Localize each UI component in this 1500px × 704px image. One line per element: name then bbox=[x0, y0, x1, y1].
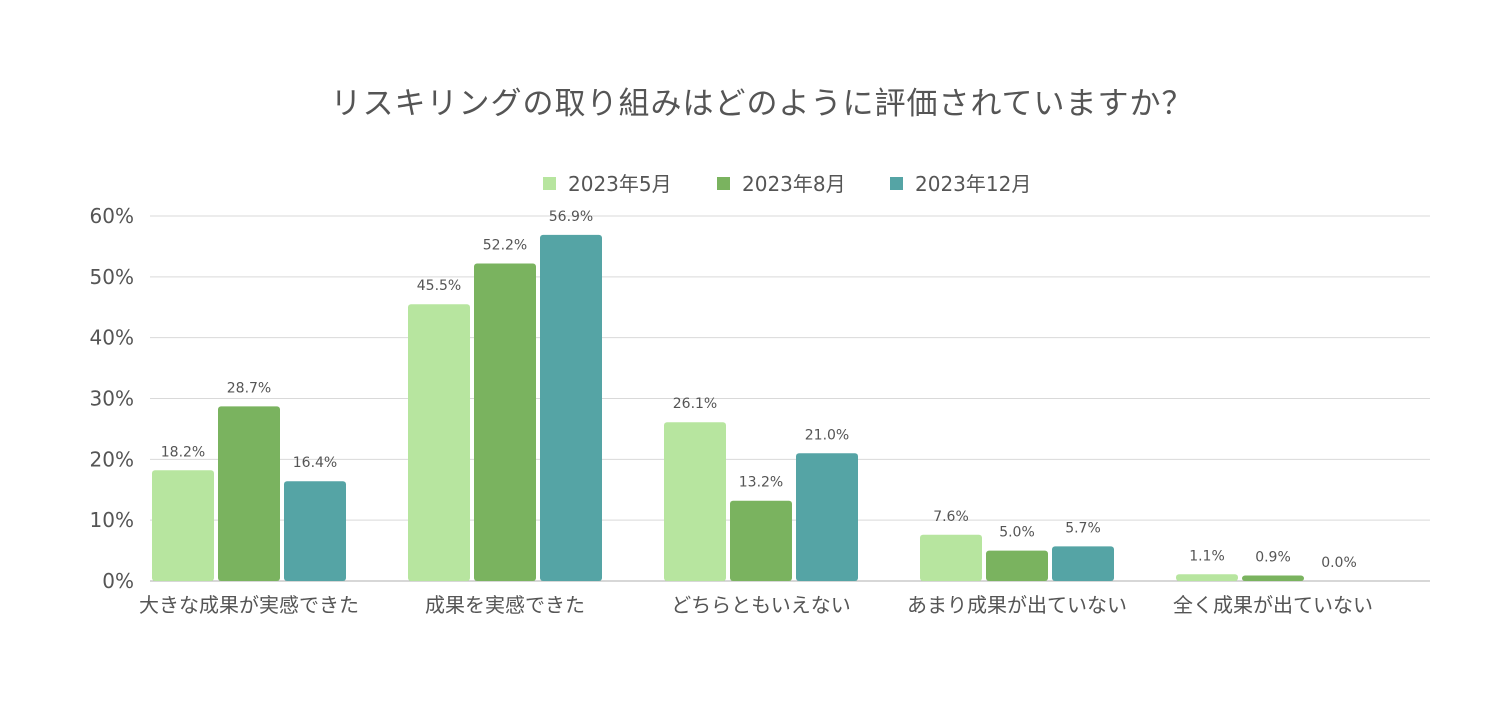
data-label: 56.9% bbox=[549, 209, 593, 225]
bar bbox=[1242, 575, 1304, 581]
data-label: 52.2% bbox=[483, 237, 527, 253]
data-label: 5.0% bbox=[999, 525, 1035, 541]
legend-label: 2023年8月 bbox=[742, 172, 846, 196]
chart-title: リスキリングの取り組みはどのように評価されていますか？ bbox=[330, 86, 1193, 122]
bar bbox=[730, 500, 792, 581]
legend-label: 2023年12月 bbox=[915, 172, 1031, 196]
y-tick-label: 50% bbox=[90, 265, 134, 289]
x-tick-label: 成果を実感できた bbox=[425, 593, 585, 617]
y-tick-label: 20% bbox=[90, 447, 134, 471]
data-label: 21.0% bbox=[805, 427, 849, 443]
legend-swatch bbox=[543, 177, 556, 190]
data-label: 16.4% bbox=[293, 455, 337, 471]
bar bbox=[474, 263, 536, 581]
y-tick-label: 10% bbox=[90, 508, 134, 532]
data-label: 1.1% bbox=[1189, 548, 1225, 564]
data-label: 28.7% bbox=[227, 380, 271, 396]
data-label: 45.5% bbox=[417, 278, 461, 294]
data-label: 0.9% bbox=[1255, 550, 1291, 566]
legend-swatch bbox=[717, 177, 730, 190]
bar bbox=[152, 470, 214, 581]
data-label: 5.7% bbox=[1065, 520, 1101, 536]
y-tick-label: 60% bbox=[90, 204, 134, 228]
legend-label: 2023年5月 bbox=[568, 172, 672, 196]
data-label: 7.6% bbox=[933, 509, 969, 525]
data-label: 0.0% bbox=[1321, 555, 1357, 571]
data-label: 13.2% bbox=[739, 475, 783, 491]
bars bbox=[152, 234, 1304, 581]
bar bbox=[796, 453, 858, 581]
y-axis-ticks: 0% 10% 20% 30% 40% 50% 60% bbox=[90, 204, 134, 593]
y-tick-label: 0% bbox=[102, 569, 134, 593]
legend: 2023年5月 2023年8月 2023年12月 bbox=[543, 172, 1031, 196]
data-label: 26.1% bbox=[673, 396, 717, 412]
gridlines bbox=[150, 215, 1430, 582]
bar bbox=[986, 550, 1048, 581]
legend-swatch bbox=[890, 177, 903, 190]
x-tick-label: 大きな成果が実感できた bbox=[139, 593, 359, 617]
y-tick-label: 40% bbox=[90, 326, 134, 350]
bar bbox=[408, 304, 470, 581]
x-tick-label: あまり成果が出ていない bbox=[907, 593, 1127, 617]
bar bbox=[540, 234, 602, 581]
bar bbox=[1052, 546, 1114, 581]
bar bbox=[218, 406, 280, 581]
bar bbox=[284, 481, 346, 581]
x-tick-label: どちらともいえない bbox=[671, 593, 851, 617]
data-labels: 18.2% 28.7% 16.4% 45.5% 52.2% 56.9% 26.1% 13.2%… bbox=[161, 209, 1357, 571]
x-tick-label: 全く成果が出ていない bbox=[1173, 593, 1373, 617]
bar bbox=[920, 534, 982, 581]
data-label: 18.2% bbox=[161, 444, 205, 460]
y-tick-label: 30% bbox=[90, 387, 134, 411]
bar bbox=[1176, 574, 1238, 581]
x-axis-ticks: 大きな成果が実感できた 成果を実感できた どちらともいえない あまり成果が出ていない 全… bbox=[139, 593, 1373, 617]
bar bbox=[664, 422, 726, 581]
